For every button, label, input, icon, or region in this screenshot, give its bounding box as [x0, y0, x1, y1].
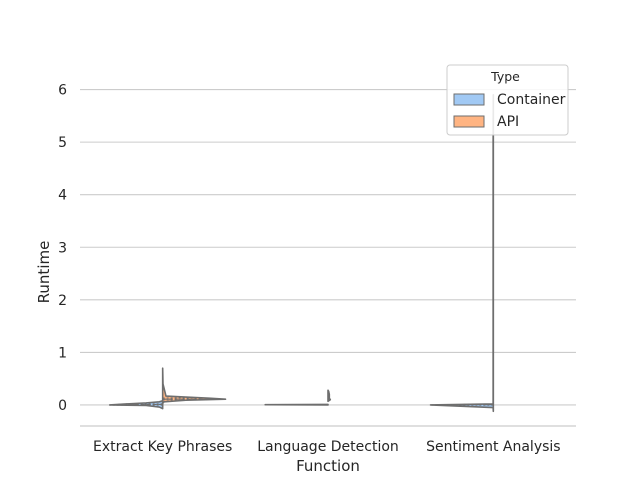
legend-swatch-api	[453, 115, 485, 128]
y-tick-label: 1	[58, 345, 67, 361]
y-tick-labels: 0 1 2 3 4 5 6	[58, 83, 67, 414]
legend-entries: Container API	[453, 92, 566, 130]
legend: Type Container API	[446, 64, 569, 136]
y-tick-label: 5	[58, 135, 67, 151]
x-tick-label: Language Detection	[257, 439, 399, 455]
legend-label-container: Container	[497, 92, 566, 108]
y-tick-label: 0	[58, 398, 67, 414]
violin-api-language-detection	[327, 389, 332, 403]
y-axis-label: Runtime	[35, 241, 53, 304]
y-tick-label: 6	[58, 83, 67, 99]
y-tick-label: 4	[58, 188, 67, 204]
y-tick-label: 3	[58, 240, 67, 256]
legend-swatch-container	[453, 93, 485, 106]
y-tick-label: 2	[58, 293, 67, 309]
violin-plot-area	[108, 94, 495, 413]
x-tick-label: Extract Key Phrases	[93, 439, 232, 455]
gridlines	[80, 88, 576, 406]
x-tick-label: Sentiment Analysis	[426, 439, 561, 455]
x-tick-labels: Extract Key Phrases Language Detection Sen…	[93, 439, 561, 455]
violin-api-extract-key-phrases	[161, 367, 227, 405]
legend-label-api: API	[497, 114, 519, 130]
x-axis-label: Function	[296, 457, 360, 475]
legend-title: Type	[490, 69, 520, 84]
